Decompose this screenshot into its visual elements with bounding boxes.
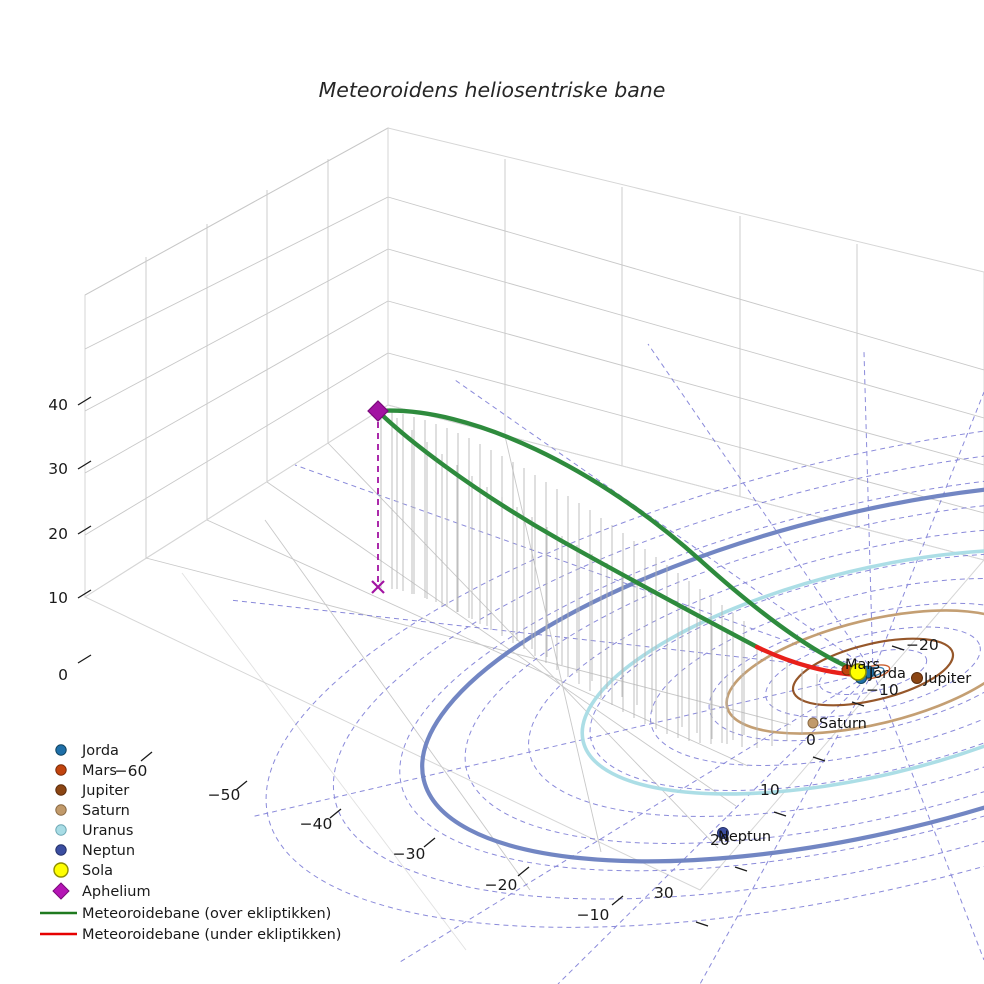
neptun-label: Neptun: [718, 829, 771, 845]
legend-marker-circle-icon: [55, 844, 67, 856]
jupiter-marker: [911, 672, 923, 684]
legend-marker-circle-icon: [55, 804, 67, 816]
saturn-label: Saturn: [819, 716, 867, 732]
y-tick-label: −20: [906, 636, 939, 654]
meteoroid-path-over-upper: [375, 408, 863, 675]
legend-marker-circle-icon: [55, 824, 67, 836]
x-tick-label: −30: [393, 845, 426, 863]
orbit-ring-uranus: [580, 548, 984, 796]
axes-panes: [83, 127, 984, 951]
x-tick-label: −50: [208, 786, 241, 804]
legend-label: Uranus: [82, 823, 133, 839]
axis-ticks: [77, 396, 905, 927]
legend-marker-circle-icon: [55, 744, 67, 756]
legend-label: Sola: [82, 863, 113, 879]
saturn-marker: [807, 717, 819, 729]
legend-marker-circle-icon: [55, 764, 67, 776]
aphelion-marker: [367, 400, 389, 422]
z-tick-label: 10: [48, 589, 68, 607]
neptun-marker: [717, 827, 729, 839]
legend-item-orbit-under[interactable]: Meteoroidebane (under ekliptikken): [40, 927, 341, 943]
page-title: Meteoroidens heliosentriske bane: [319, 78, 666, 102]
z-tick-label: 20: [48, 525, 68, 543]
legend-item-neptun[interactable]: Neptun: [55, 843, 135, 859]
legend-label: Mars: [82, 763, 117, 779]
legend-item-orbit-over[interactable]: Meteoroidebane (over ekliptikken): [40, 906, 331, 922]
legend-label: Saturn: [82, 803, 130, 819]
y-tick-label: 0: [806, 731, 816, 749]
legend-marker-circle-icon: [55, 784, 67, 796]
legend-label: Neptun: [82, 843, 135, 859]
z-axis-tick-labels: 40 30 20 10 0: [48, 396, 68, 684]
y-tick-label: 10: [760, 781, 780, 799]
pane-right-grid: [387, 127, 984, 561]
pane-floor-grid: [83, 404, 984, 951]
y-tick-label: 30: [654, 884, 674, 902]
x-axis-tick-labels: −60 −50 −40 −30 −20 −10: [115, 762, 610, 924]
ecliptic-polar-grid: [229, 343, 984, 984]
legend-item-sola[interactable]: Sola: [53, 862, 113, 879]
y-tick-label: −10: [866, 681, 899, 699]
mars-label: Mars: [845, 657, 880, 673]
planet-annotations: Mars Jorda Jupiter Saturn Neptun: [718, 657, 971, 845]
legend-label: Meteoroidebane (over ekliptikken): [82, 906, 331, 922]
legend-item-jupiter[interactable]: Jupiter: [55, 783, 130, 799]
legend-item-jorda[interactable]: Jorda: [55, 743, 119, 759]
legend-item-uranus[interactable]: Uranus: [55, 823, 134, 839]
legend-item-mars[interactable]: Mars: [55, 763, 117, 779]
orbit-ring-jupiter: [791, 637, 955, 707]
aphelion-group: [367, 400, 389, 594]
aphelion-projection-x-icon: [371, 580, 385, 594]
planet-markers: [717, 663, 923, 839]
legend: Jorda Mars Jupiter Saturn Uranus: [40, 743, 341, 943]
legend-label: Aphelium: [82, 884, 151, 900]
legend-marker-circle-icon: [53, 862, 69, 878]
orbit-droplines: [380, 411, 818, 748]
z-tick-label: 30: [48, 460, 68, 478]
legend-label: Jorda: [81, 743, 119, 759]
pane-left-grid: [84, 127, 389, 598]
x-tick-label: −60: [115, 762, 148, 780]
legend-marker-diamond-icon: [52, 882, 70, 900]
x-tick-label: −20: [485, 876, 518, 894]
y-tick-label: 20: [710, 831, 730, 849]
x-tick-label: −40: [300, 815, 333, 833]
sola-marker: [849, 663, 867, 681]
legend-item-saturn[interactable]: Saturn: [55, 803, 130, 819]
meteoroid-path-over-lower: [375, 408, 760, 650]
legend-item-aphelium[interactable]: Aphelium: [52, 882, 151, 900]
jorda-label: Jorda: [868, 666, 906, 682]
x-tick-label: −10: [577, 906, 610, 924]
y-axis-tick-labels: −20 −10 0 10 20 30: [654, 636, 939, 902]
z-tick-label: 0: [58, 666, 68, 684]
jupiter-label: Jupiter: [923, 671, 971, 687]
orbit-ring-neptun: [420, 480, 984, 864]
z-tick-label: 40: [48, 396, 68, 414]
legend-label: Meteoroidebane (under ekliptikken): [82, 927, 341, 943]
legend-label: Jupiter: [81, 783, 129, 799]
